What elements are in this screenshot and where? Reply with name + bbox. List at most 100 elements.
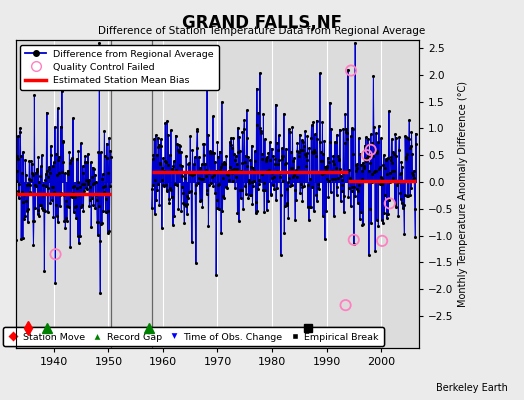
- Point: [169, 163, 178, 169]
- Point: [151, 177, 159, 183]
- Point: [157, 142, 165, 149]
- Point: [330, 212, 338, 219]
- Point: [179, 190, 187, 197]
- Point: [214, 153, 223, 160]
- Point: [150, 169, 158, 175]
- Point: [160, 158, 169, 164]
- Point: [255, 180, 263, 187]
- Point: [253, 122, 261, 129]
- Point: [385, 196, 394, 203]
- Point: [268, 175, 276, 181]
- Point: [401, 156, 410, 162]
- Point: [379, 152, 388, 158]
- Point: [295, 153, 303, 160]
- Point: [30, 92, 39, 98]
- Point: [363, 152, 371, 158]
- Point: [249, 165, 258, 171]
- Point: [350, 183, 358, 190]
- Point: [102, 209, 110, 216]
- Point: [406, 192, 414, 199]
- Point: [80, 188, 89, 194]
- Point: [410, 206, 419, 212]
- Point: [278, 145, 286, 151]
- Point: [372, 168, 380, 174]
- Point: [337, 176, 346, 183]
- Point: [205, 182, 213, 188]
- Point: [164, 162, 172, 168]
- Point: [48, 197, 56, 204]
- Point: [168, 166, 177, 173]
- Point: [299, 138, 308, 145]
- Point: [240, 117, 248, 123]
- Point: [87, 224, 95, 230]
- Point: [203, 187, 212, 194]
- Point: [208, 149, 216, 155]
- Point: [307, 204, 315, 210]
- Point: [396, 190, 405, 197]
- Point: [46, 200, 54, 207]
- Point: [172, 166, 180, 173]
- Point: [49, 214, 58, 220]
- Point: [335, 126, 344, 133]
- Point: [277, 252, 285, 258]
- Point: [306, 176, 314, 183]
- Point: [195, 198, 204, 204]
- Point: [360, 162, 368, 169]
- Point: [292, 174, 301, 180]
- Point: [352, 168, 361, 174]
- Point: [245, 177, 253, 184]
- Point: [290, 187, 299, 194]
- Point: [198, 204, 206, 210]
- Point: [319, 213, 327, 220]
- Point: [189, 170, 197, 177]
- Point: [266, 157, 275, 163]
- Point: [188, 239, 196, 245]
- Point: [247, 191, 255, 198]
- Point: [287, 149, 295, 156]
- Point: [156, 161, 165, 168]
- Point: [347, 67, 355, 74]
- Point: [209, 183, 217, 189]
- Point: [97, 220, 106, 226]
- Point: [99, 171, 107, 177]
- Point: [263, 168, 271, 174]
- Point: [289, 158, 298, 165]
- Point: [234, 149, 243, 156]
- Point: [398, 200, 406, 206]
- Point: [178, 184, 186, 190]
- Point: [39, 182, 48, 188]
- Point: [181, 170, 189, 176]
- Point: [22, 198, 30, 204]
- Point: [38, 205, 46, 211]
- Point: [178, 163, 186, 169]
- Point: [155, 201, 163, 208]
- Point: [106, 154, 115, 160]
- Point: [287, 164, 296, 171]
- Point: [334, 175, 342, 182]
- Point: [239, 169, 247, 175]
- Point: [93, 218, 101, 225]
- Point: [190, 161, 198, 167]
- Point: [194, 168, 203, 175]
- Point: [334, 153, 343, 159]
- Point: [261, 156, 270, 162]
- Point: [67, 192, 75, 199]
- Point: [217, 99, 226, 105]
- Point: [318, 171, 326, 177]
- Point: [346, 202, 355, 209]
- Point: [379, 220, 387, 226]
- Point: [229, 135, 237, 141]
- Point: [196, 176, 205, 182]
- Point: [310, 207, 318, 214]
- Point: [173, 182, 181, 188]
- Point: [275, 132, 283, 139]
- Point: [170, 158, 178, 164]
- Point: [359, 160, 367, 166]
- Point: [242, 190, 250, 197]
- Point: [154, 180, 162, 187]
- Point: [51, 280, 59, 286]
- Point: [310, 147, 319, 153]
- Point: [85, 203, 93, 209]
- Point: [174, 206, 182, 212]
- Point: [255, 177, 264, 184]
